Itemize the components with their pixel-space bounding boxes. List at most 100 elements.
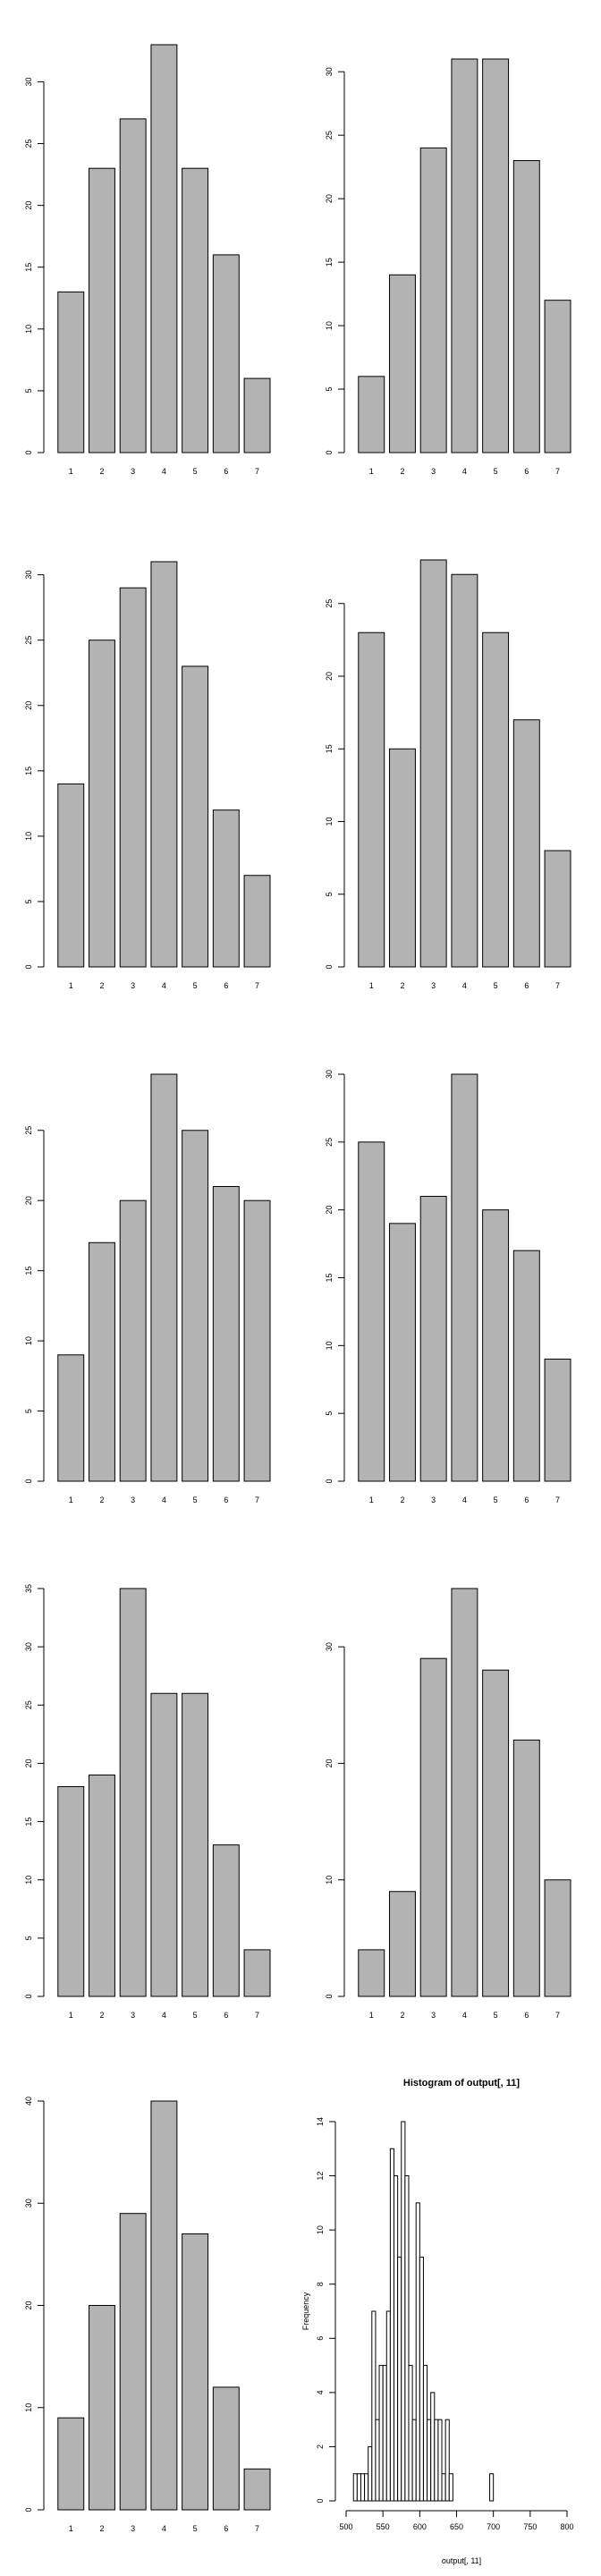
histogram-bar — [371, 2310, 377, 2502]
x-tick-label: 1 — [69, 467, 73, 476]
y-tick-label: 0 — [325, 1994, 334, 1998]
x-tick-label: 6 — [224, 467, 228, 476]
x-tick-label: 4 — [162, 467, 166, 476]
x-tick-label: 7 — [255, 2011, 259, 2020]
x-tick-label: 5 — [193, 2011, 198, 2020]
x-tick-label: 6 — [524, 2011, 529, 2020]
y-tick-label: 10 — [325, 1876, 334, 1885]
y-tick-label: 5 — [24, 899, 33, 903]
histogram-bar — [404, 2175, 410, 2502]
x-tick-label: 1 — [369, 981, 374, 990]
y-tick-label: 25 — [24, 1126, 33, 1135]
bar-chart-9: 1 2 3 4 5 6 7 0 10 20 30 40 — [24, 2097, 271, 2533]
bar — [512, 1739, 540, 1997]
bar — [482, 1669, 510, 1997]
y-tick-label: 15 — [325, 744, 334, 753]
bar — [89, 2305, 115, 2511]
y-tick-label: 25 — [325, 599, 334, 608]
y-tick-label: 25 — [325, 1138, 334, 1147]
y-tick-label: 0 — [325, 450, 334, 454]
x-tick-label: 5 — [494, 467, 498, 476]
x-tick-label: 700 — [487, 2522, 500, 2531]
y-tick-label: 30 — [24, 2199, 33, 2207]
bar — [182, 167, 209, 453]
y-tick-label: 10 — [325, 1341, 334, 1350]
y-tick-label: 5 — [24, 1936, 33, 1940]
x-tick-label: 2 — [400, 981, 404, 990]
y-tick-label: 20 — [325, 1758, 334, 1767]
x-tick-label: 3 — [131, 981, 135, 990]
bar — [544, 1359, 571, 1482]
x-tick-label: 6 — [224, 2011, 228, 2020]
y-tick-label: 0 — [325, 964, 334, 969]
bar — [389, 1891, 416, 1997]
x-tick-label: 7 — [255, 467, 259, 476]
y-tick-label: 20 — [24, 1758, 33, 1767]
bar — [119, 118, 147, 453]
histogram-bar — [441, 2473, 446, 2502]
x-tick-label: 2 — [99, 2524, 104, 2533]
y-tick-label: 25 — [24, 140, 33, 148]
x-tick-label: 2 — [99, 981, 104, 990]
x-tick-label: 4 — [462, 2011, 467, 2020]
bar — [419, 1657, 447, 1997]
y-tick-label: 10 — [24, 1876, 33, 1885]
bar — [419, 1196, 447, 1482]
x-tick-label: 550 — [377, 2522, 390, 2531]
x-tick-label: 6 — [224, 981, 228, 990]
histogram-bar — [382, 2365, 387, 2502]
x-tick-label: 3 — [431, 467, 436, 476]
bar — [212, 2386, 240, 2511]
x-tick-label: 5 — [193, 981, 198, 990]
y-tick-label: 25 — [24, 1700, 33, 1709]
bar — [243, 377, 271, 453]
x-tick-label: 5 — [494, 981, 498, 990]
y-tick-label: 15 — [24, 1818, 33, 1826]
histogram-bar — [448, 2473, 453, 2502]
x-tick-label: 6 — [224, 2524, 228, 2533]
bar — [243, 1949, 271, 1997]
y-tick-label: 10 — [24, 832, 33, 841]
histogram-bar — [434, 2419, 439, 2502]
bar — [119, 1199, 147, 1482]
x-tick-label: 1 — [369, 467, 374, 476]
bar-chart-5: 1 2 3 4 5 6 7 0 5 10 15 20 25 — [24, 1073, 271, 1504]
y-tick-label: 10 — [316, 2225, 325, 2234]
bar — [182, 1130, 209, 1482]
bar — [544, 1879, 571, 1997]
bar — [389, 748, 416, 968]
x-tick-label: 5 — [193, 467, 198, 476]
y-tick-label: 0 — [325, 1479, 334, 1483]
bar — [243, 1199, 271, 1482]
bar — [358, 631, 385, 968]
x-tick-label: 4 — [462, 467, 467, 476]
bar — [451, 573, 478, 968]
histogram-bar — [444, 2419, 450, 2502]
bar — [512, 719, 540, 968]
y-tick-label: 8 — [316, 2282, 325, 2286]
x-tick-label: 7 — [555, 1496, 560, 1504]
bar — [419, 147, 447, 453]
y-tick-label: 15 — [325, 258, 334, 267]
bar — [182, 1692, 209, 1997]
bar — [150, 44, 178, 453]
y-tick-label: 30 — [24, 77, 33, 86]
bar — [544, 850, 571, 968]
x-tick-label: 4 — [462, 981, 467, 990]
y-tick-label: 15 — [24, 1267, 33, 1275]
y-tick-label: 10 — [24, 1336, 33, 1345]
bar — [358, 376, 385, 453]
x-tick-label: 2 — [99, 1496, 104, 1504]
bar-chart-8: 1 2 3 4 5 6 7 0 10 20 30 — [325, 1588, 571, 2020]
bar — [182, 2233, 209, 2511]
y-tick-label: 14 — [316, 2117, 325, 2126]
x-tick-label: 750 — [523, 2522, 537, 2531]
x-tick-label: 4 — [162, 2011, 166, 2020]
bar — [57, 783, 85, 968]
bar — [150, 1073, 178, 1482]
x-tick-label: 2 — [400, 2011, 404, 2020]
histogram-bar — [368, 2445, 373, 2502]
x-tick-label: 2 — [99, 467, 104, 476]
bar — [89, 167, 115, 453]
x-tick-label: 1 — [69, 981, 73, 990]
